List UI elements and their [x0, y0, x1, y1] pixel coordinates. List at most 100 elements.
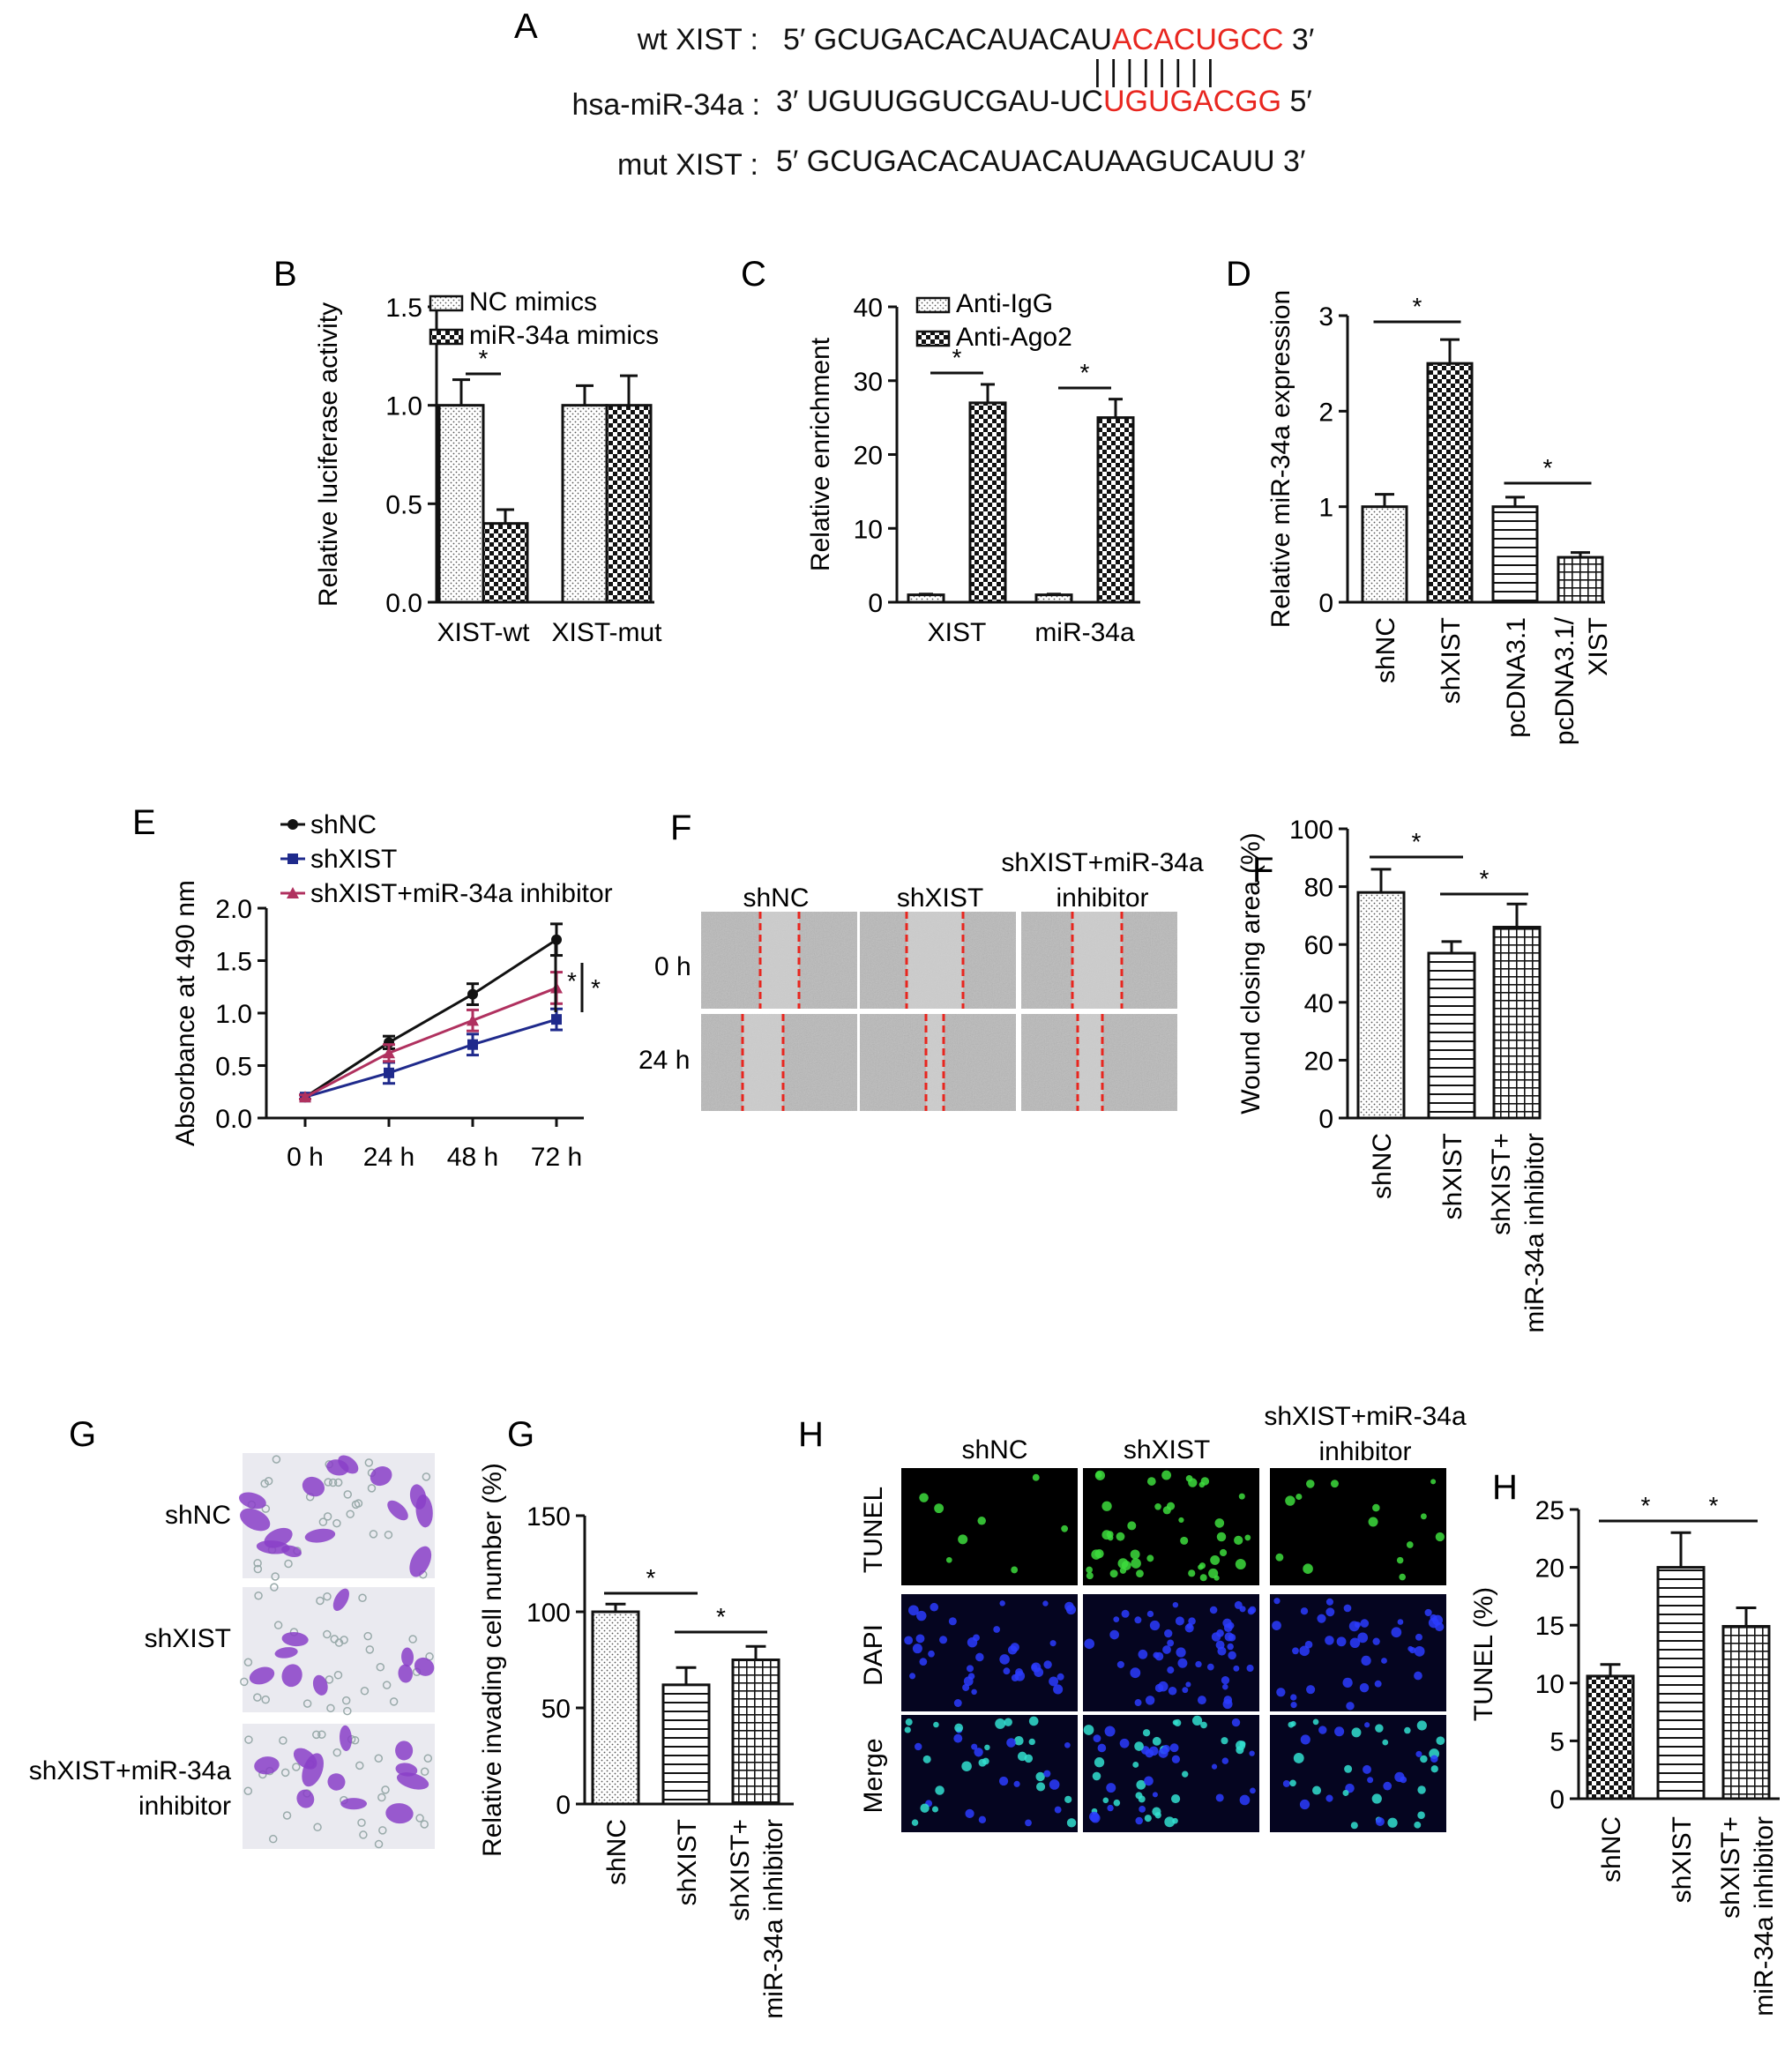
stained-cell	[385, 1803, 414, 1824]
tick-label-line: shXIST+	[726, 1819, 755, 1921]
pore	[364, 1458, 374, 1467]
nucleus	[1282, 1780, 1290, 1787]
pore	[244, 1735, 253, 1744]
nucleus	[1066, 1818, 1077, 1828]
nucleus	[1290, 1702, 1297, 1709]
x-tick-label: 48 h	[447, 1143, 498, 1172]
nucleus	[1371, 1793, 1382, 1804]
nucleus	[1387, 1817, 1398, 1828]
x-tick-label: pcDNA3.1	[1502, 617, 1531, 738]
f-row-0h: 0 h	[654, 952, 691, 981]
y-tick-label: 1.5	[215, 948, 252, 977]
nucleus	[1361, 1655, 1371, 1666]
bar	[1491, 505, 1539, 604]
y-tick-label: 40	[1304, 989, 1333, 1018]
chart-g: 0 50 100 150 Relative invading cell number (…	[478, 1415, 794, 2019]
nucleus	[1049, 1640, 1057, 1647]
nucleus	[1363, 1764, 1371, 1774]
nucleus	[1015, 1668, 1023, 1676]
nucleus	[1139, 1806, 1146, 1813]
pore	[389, 1697, 399, 1706]
pore	[333, 1671, 343, 1680]
nucleus	[1292, 1647, 1299, 1655]
nucleus	[965, 1808, 974, 1818]
stained-cell	[264, 1527, 293, 1548]
nucleus	[1146, 1554, 1154, 1562]
pore	[332, 1518, 341, 1528]
fluorescence-image	[901, 1468, 1078, 1585]
x-tick-label: XIST	[928, 618, 987, 647]
nucleus	[934, 1503, 945, 1514]
nucleus	[928, 1650, 935, 1658]
nucleus	[1121, 1609, 1130, 1618]
panel-label: F	[1252, 851, 1273, 890]
pore	[346, 1510, 355, 1518]
nucleus	[1093, 1734, 1101, 1743]
nucleus	[998, 1776, 1009, 1786]
nucleus	[999, 1654, 1010, 1665]
stained-cell	[395, 1741, 414, 1761]
nucleus	[953, 1733, 963, 1743]
nucleus	[1364, 1722, 1370, 1728]
pore	[323, 1512, 332, 1521]
nucleus	[1172, 1719, 1178, 1726]
nucleus	[1136, 1779, 1146, 1790]
nucleus	[1300, 1607, 1309, 1615]
nucleus	[1435, 1532, 1445, 1542]
stained-cell	[254, 1756, 280, 1775]
nucleus	[1010, 1643, 1019, 1652]
data-point	[383, 1047, 395, 1059]
nucleus	[912, 1644, 922, 1654]
nucleus	[1198, 1481, 1206, 1488]
pore	[367, 1484, 377, 1493]
pore	[254, 1591, 263, 1600]
nucleus	[1219, 1548, 1228, 1557]
series-line	[304, 987, 557, 1099]
pore	[253, 1693, 262, 1702]
nucleus	[1416, 1720, 1427, 1731]
nucleus	[1354, 1621, 1361, 1629]
nucleus	[1215, 1640, 1225, 1650]
panel-label: D	[1226, 255, 1251, 294]
stained-cell	[327, 1773, 346, 1791]
bar	[1656, 1566, 1706, 1800]
nucleus	[1372, 1503, 1380, 1512]
x-tick-label: shNC	[1371, 617, 1400, 683]
pore	[261, 1695, 270, 1704]
legend-marker	[287, 887, 299, 898]
nucleus	[1164, 1816, 1176, 1828]
nucleus	[1247, 1607, 1255, 1615]
y-tick-label: 5	[1549, 1727, 1564, 1756]
chart-c: 0 10 20 30 40 Relative enrichment C XIST miR-34a…	[741, 255, 1140, 647]
stained-cell	[340, 1725, 352, 1752]
significance-star: *	[591, 974, 601, 1002]
f-col-shnc: shNC	[743, 883, 809, 913]
nucleus	[1350, 1822, 1358, 1830]
data-point	[551, 1014, 562, 1025]
y-tick-label: 3	[1318, 302, 1333, 332]
y-tick-label: 1.0	[215, 1000, 252, 1029]
nucleus	[1152, 1807, 1161, 1816]
significance-star: *	[952, 344, 962, 371]
nucleus	[1290, 1694, 1297, 1701]
nucleus	[1211, 1763, 1218, 1770]
nucleus	[1145, 1696, 1155, 1705]
seq-mir-seed: UGUGACGG	[1103, 85, 1281, 118]
fluorescence-image	[901, 1715, 1078, 1832]
nucleus	[1417, 1785, 1426, 1794]
stained-cell	[340, 1798, 368, 1810]
x-tick-label: shXIST	[1668, 1816, 1697, 1903]
nucleus	[1342, 1789, 1349, 1796]
tick-label-line: shXIST+	[1716, 1816, 1745, 1919]
f-col-shxist: shXIST	[897, 883, 983, 913]
pore	[284, 1559, 293, 1569]
nucleus	[1318, 1726, 1327, 1734]
nucleus	[904, 1726, 911, 1733]
nucleus	[1138, 1795, 1146, 1803]
x-tick-label: shXIST+ miR-34a inhibitor	[1716, 1816, 1779, 2016]
nucleus	[1430, 1479, 1437, 1485]
nucleus	[1222, 1699, 1233, 1710]
y-tick-label: 0	[1549, 1785, 1564, 1815]
nucleus	[1091, 1549, 1101, 1560]
nucleus	[1407, 1645, 1414, 1651]
